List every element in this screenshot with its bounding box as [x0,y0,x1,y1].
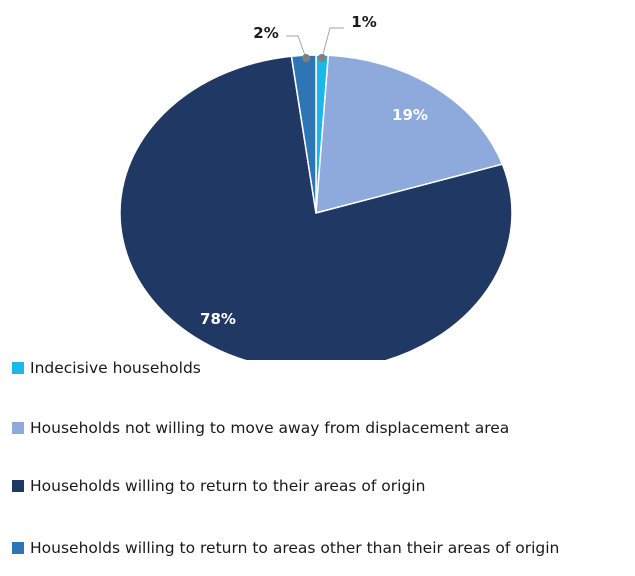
legend-swatch-indecisive [12,362,24,374]
legend-item-not-willing-to-move: Households not willing to move away from… [12,418,620,438]
legend-item-return-to-origin: Households willing to return to their ar… [12,476,620,496]
legend-swatch-return-to-other-areas [12,542,24,554]
legend-swatch-not-willing-to-move [12,422,24,434]
legend-label-return-to-origin: Households willing to return to their ar… [30,477,426,495]
legend-label-indecisive: Indecisive households [30,359,201,377]
pie-label-indecisive: 1% [351,13,376,31]
pie-label-return-to-origin: 78% [200,310,236,328]
leader-line-return-to-other-areas [286,35,307,59]
legend-label-return-to-other-areas: Households willing to return to areas ot… [30,539,560,557]
legend-item-return-to-other-areas: Households willing to return to areas ot… [12,538,620,558]
pie-slice-not-willing-to-move [315,54,504,214]
legend-item-indecisive: Indecisive households [12,358,620,378]
legend-label-not-willing-to-move: Households not willing to move away from… [30,419,510,437]
pie-slice-return-to-origin [119,55,513,372]
leader-line-indecisive [321,27,344,59]
pie-label-return-to-other-areas: 2% [253,24,278,42]
leader-dot-indecisive [318,54,326,62]
legend-swatch-return-to-origin [12,480,24,492]
leader-dot-return-to-other-areas [302,54,310,62]
pie-chart-svg: 19% 78% 1% 2% [119,13,513,372]
pie-label-not-willing-to-move: 19% [392,106,428,124]
